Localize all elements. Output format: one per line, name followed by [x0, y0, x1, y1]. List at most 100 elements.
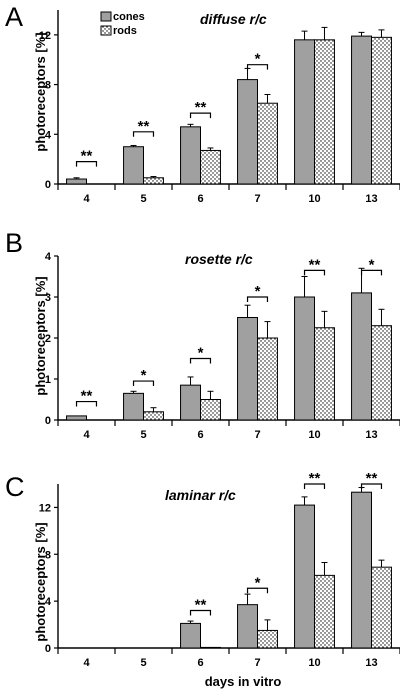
x-tick-label: 4 [83, 429, 90, 441]
bar-rods [200, 149, 221, 185]
significance-label: * [369, 256, 375, 273]
bar-cones [351, 292, 372, 421]
x-tick-label: 6 [197, 429, 203, 441]
significance-label: ** [309, 256, 321, 273]
significance-bracket [75, 400, 98, 407]
legend-label-rods: rods [113, 25, 137, 37]
y-tick-label: 8 [45, 549, 51, 561]
significance-label: ** [138, 118, 150, 135]
x-tick-label: 13 [365, 193, 377, 205]
x-tick-label: 5 [140, 193, 146, 205]
bar-rods [371, 566, 392, 649]
significance-bracket [303, 269, 326, 276]
x-tick-label: 7 [254, 429, 260, 441]
x-tick-label: 5 [140, 429, 146, 441]
bar-rods [371, 325, 392, 421]
x-tick-label: 13 [365, 429, 377, 441]
significance-bracket [189, 112, 212, 119]
y-tick-label: 1 [45, 374, 51, 386]
y-tick-label: 0 [45, 643, 51, 655]
significance-bracket [246, 587, 269, 594]
y-tick-label: 0 [45, 179, 51, 191]
panel-c: C laminar r/c photoreceptors [%] days in… [5, 470, 400, 689]
y-tick-label: 8 [45, 80, 51, 92]
significance-label: ** [81, 148, 93, 165]
x-tick-label: 10 [308, 657, 320, 669]
significance-bracket [360, 269, 383, 276]
x-tick-label: 10 [308, 429, 320, 441]
significance-bracket [189, 609, 212, 616]
bar-cones [180, 384, 202, 421]
bar-cones [66, 178, 88, 185]
bar-rods [314, 327, 335, 421]
bar-rods [200, 646, 221, 649]
bar-cones [351, 35, 372, 185]
x-tick-label: 7 [254, 193, 260, 205]
y-tick-label: 0 [45, 415, 51, 427]
chart-title: diffuse r/c [200, 11, 267, 27]
y-tick-label: 2 [45, 333, 51, 345]
bar-cones [123, 392, 145, 421]
bar-rods [314, 39, 335, 185]
chart-title: rosette r/c [185, 251, 253, 267]
x-tick-label: 6 [197, 193, 203, 205]
bar-rods [257, 102, 278, 185]
bar-cones [237, 604, 259, 649]
y-axis-label: photoreceptors [%] [33, 522, 48, 641]
bar-cones [66, 415, 88, 421]
significance-label: ** [195, 99, 207, 116]
bar-rods [257, 629, 278, 649]
y-tick-label: 4 [45, 251, 52, 263]
x-tick-label: 5 [140, 657, 146, 669]
legend-swatch-rods [100, 25, 112, 36]
bar-cones [351, 491, 372, 649]
panel-a: A diffuse r/c photoreceptors [%] cones r… [5, 2, 400, 205]
significance-bracket [360, 483, 383, 489]
bar-cones [237, 79, 259, 185]
bar-cones [180, 126, 202, 185]
x-tick-label: 10 [308, 193, 320, 205]
y-tick-label: 4 [45, 596, 52, 608]
significance-bracket [189, 357, 212, 364]
y-tick-label: 12 [39, 30, 51, 42]
significance-label: * [255, 283, 261, 300]
x-tick-label: 4 [83, 657, 90, 669]
bar-rods [257, 337, 278, 421]
significance-label: ** [366, 470, 378, 487]
legend-swatch-cones [100, 11, 112, 22]
significance-bracket [246, 64, 269, 70]
panel-letter: C [5, 472, 25, 502]
panel-letter: B [5, 228, 23, 258]
significance-bracket [75, 161, 98, 167]
bar-rods [143, 411, 164, 421]
bar-rods [314, 574, 335, 649]
bar-cones [237, 317, 259, 421]
significance-label: * [255, 574, 261, 591]
significance-bracket [246, 296, 269, 302]
y-axis-label: photoreceptors [%] [33, 276, 48, 395]
bar-cones [123, 146, 145, 185]
significance-bracket [132, 131, 155, 137]
panel-b: B rosette r/c photoreceptors [%] 0 1 2 3 4 4 5… [5, 228, 400, 441]
y-tick-label: 3 [45, 292, 51, 304]
bar-rods [143, 177, 164, 185]
y-tick-label: 12 [39, 502, 51, 514]
significance-label: ** [309, 470, 321, 487]
y-tick-label: 4 [45, 129, 52, 141]
significance-label: ** [195, 597, 207, 614]
x-tick-label: 7 [254, 657, 260, 669]
x-axis-label: days in vitro [205, 674, 282, 689]
bar-cones [294, 296, 315, 421]
panel-letter: A [5, 2, 23, 32]
significance-label: * [141, 367, 147, 384]
bar-cones [294, 504, 315, 649]
significance-label: * [198, 345, 204, 362]
chart-title: laminar r/c [165, 487, 236, 503]
bar-rods [371, 36, 392, 185]
x-tick-label: 4 [83, 193, 90, 205]
bar-rods [200, 399, 221, 421]
